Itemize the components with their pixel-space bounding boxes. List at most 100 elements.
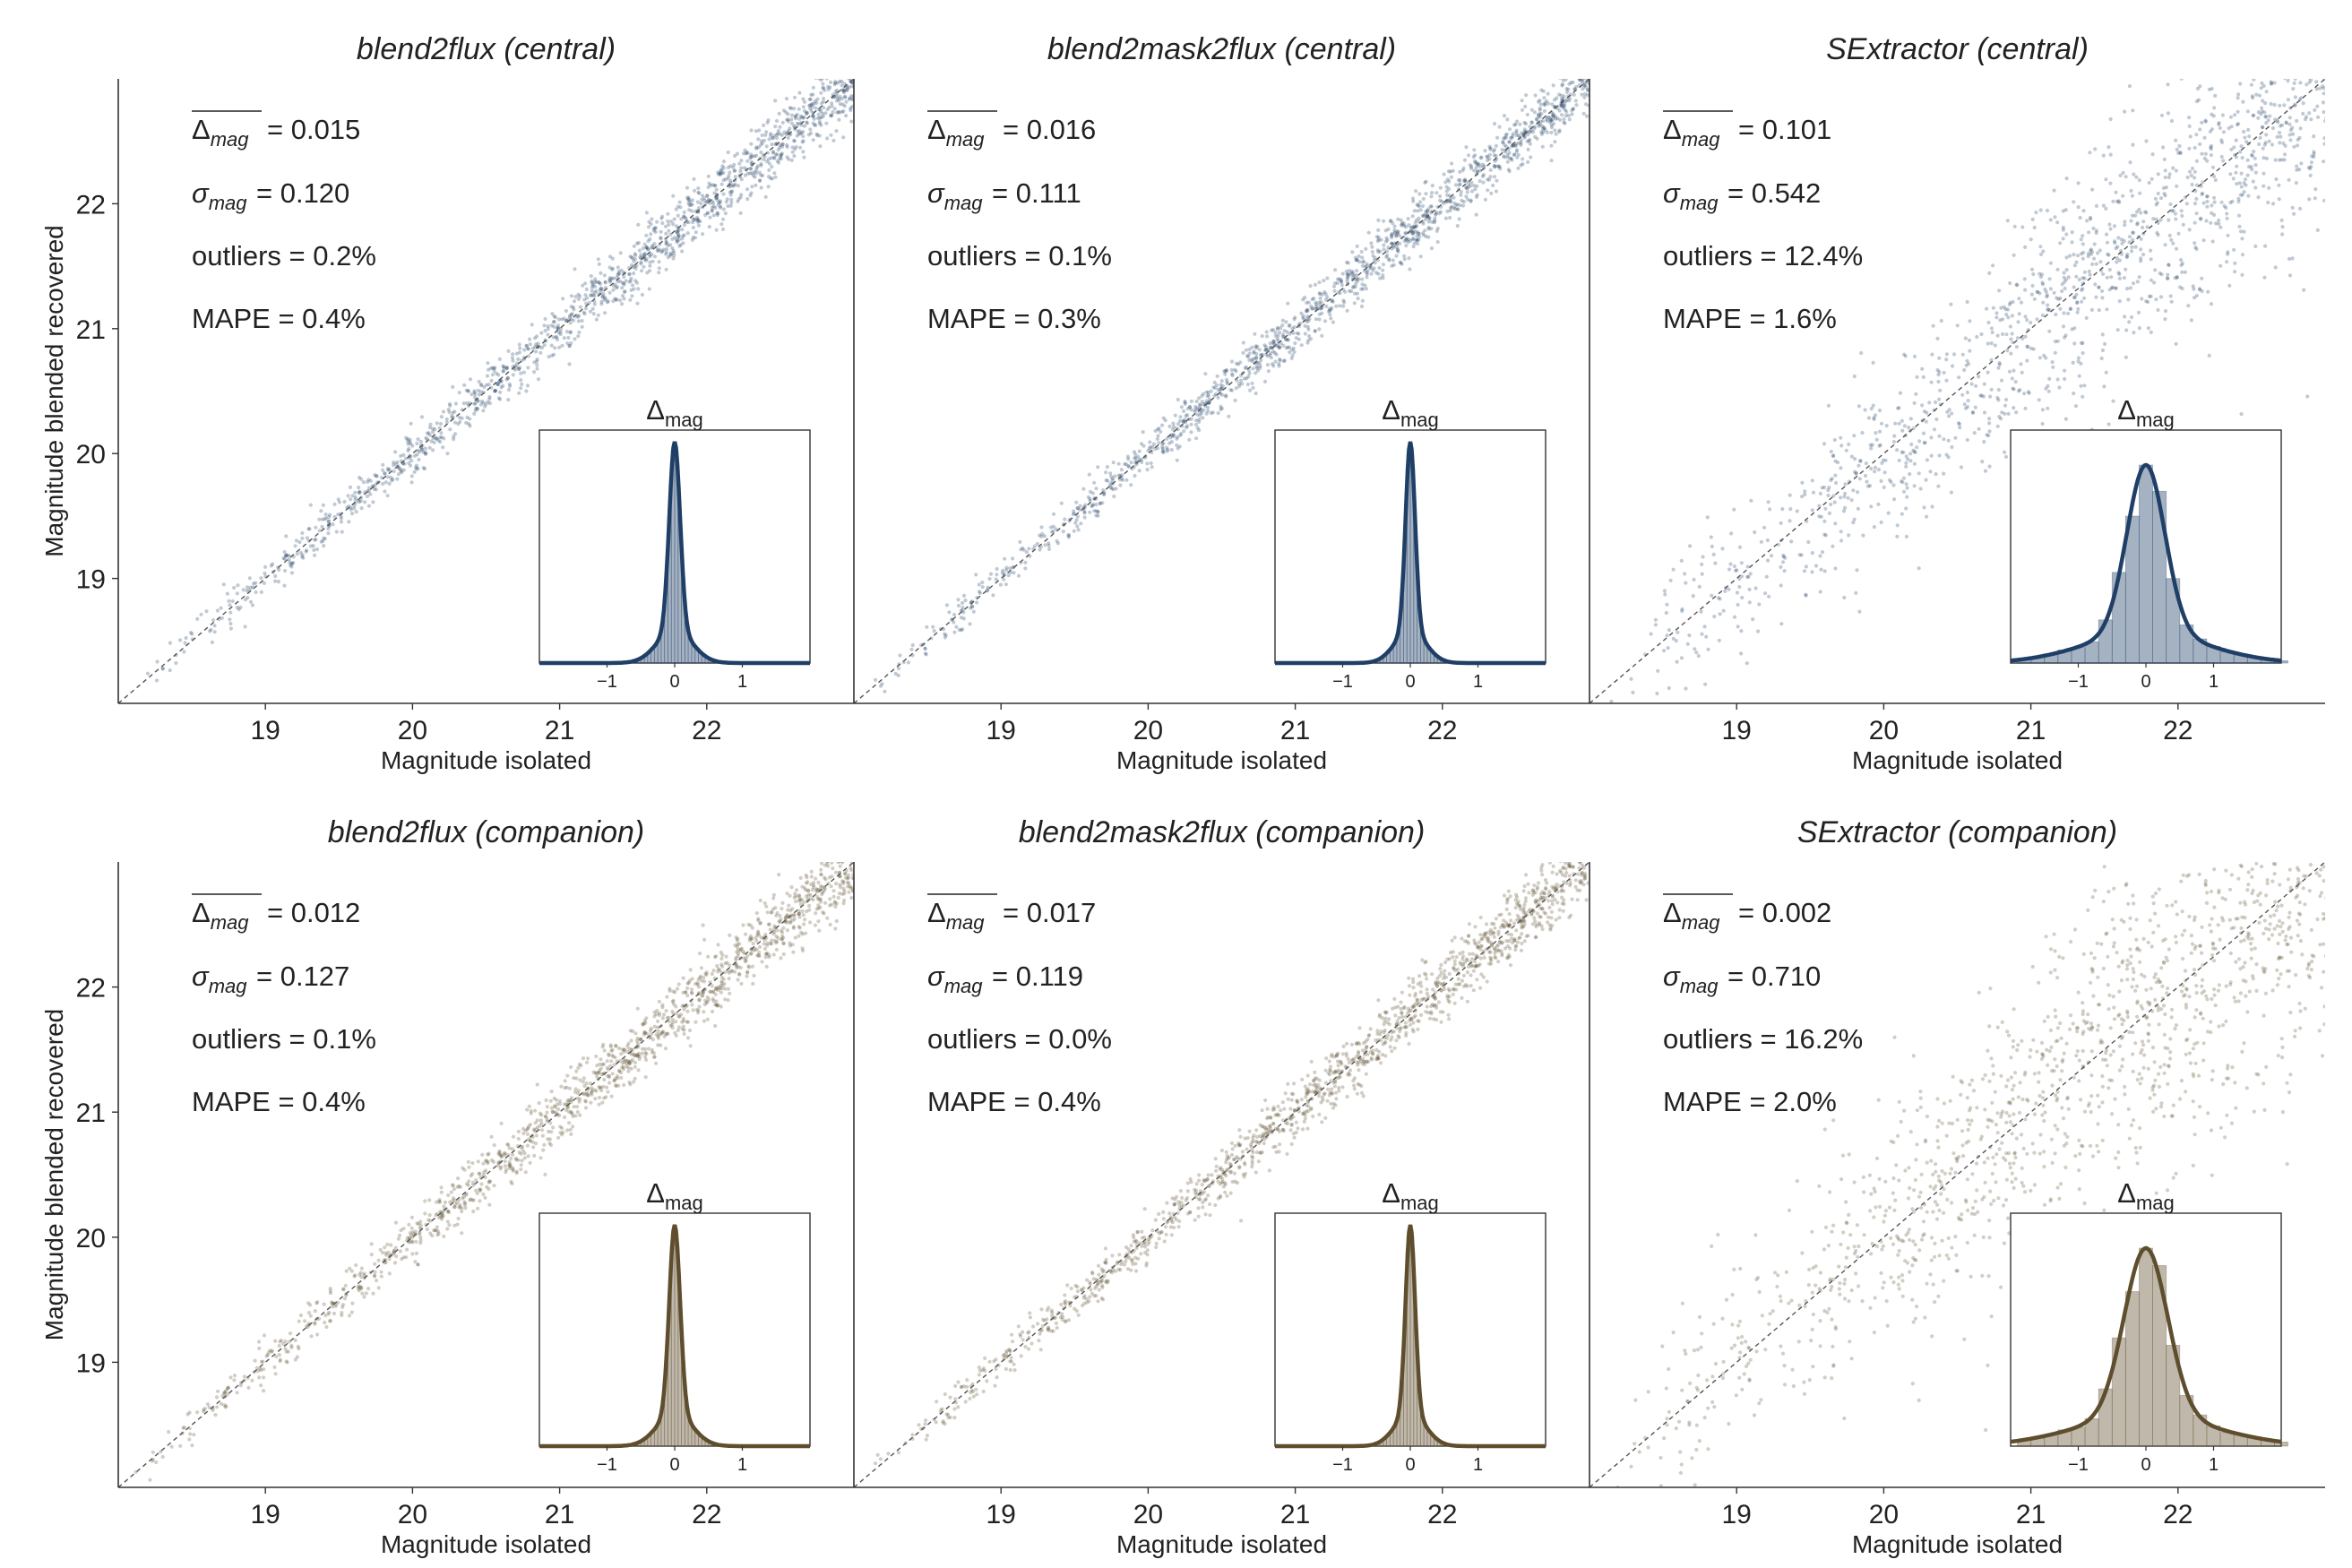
scatter-point <box>1574 103 1579 108</box>
scatter-point <box>556 323 561 328</box>
scatter-point <box>642 254 648 258</box>
scatter-point <box>2209 147 2213 151</box>
scatter-point <box>1975 334 1979 340</box>
scatter-point <box>464 1192 469 1196</box>
scatter-point <box>305 536 309 540</box>
scatter-point <box>1118 483 1123 487</box>
scatter-point <box>773 906 778 910</box>
scatter-point <box>811 114 815 119</box>
scatter-point <box>1188 404 1193 409</box>
scatter-point <box>770 165 774 169</box>
scatter-point <box>2201 191 2205 195</box>
scatter-point <box>841 88 846 92</box>
scatter-point <box>1314 317 1318 322</box>
scatter-point <box>2090 187 2095 192</box>
scatter-point <box>1896 406 1900 410</box>
scatter-point <box>618 251 623 255</box>
scatter-point <box>758 921 762 926</box>
scatter-point <box>636 222 641 227</box>
scatter-point <box>532 360 537 365</box>
scatter-point <box>488 366 494 371</box>
scatter-point <box>1997 362 2002 366</box>
scatter-point <box>847 79 851 81</box>
scatter-point <box>760 141 764 145</box>
scatter-point <box>1365 264 1369 269</box>
scatter-point <box>726 203 730 209</box>
scatter-point <box>2173 211 2177 216</box>
scatter-point <box>2199 216 2203 220</box>
scatter-point <box>327 514 332 520</box>
scatter-point <box>1509 156 1513 160</box>
scatter-point <box>1869 467 1874 471</box>
scatter-point <box>594 289 599 293</box>
scatter-point <box>2121 194 2125 198</box>
scatter-point <box>1317 280 1322 285</box>
scatter-point <box>1554 116 1558 121</box>
scatter-point <box>1416 209 1420 213</box>
scatter-point <box>1391 258 1395 263</box>
scatter-point <box>1340 283 1344 288</box>
scatter-point <box>859 850 863 854</box>
scatter-point <box>1253 332 1257 336</box>
scatter-point <box>568 330 573 334</box>
scatter-point <box>808 107 813 111</box>
scatter-point <box>819 73 823 77</box>
scatter-point <box>705 194 710 199</box>
scatter-point <box>644 246 649 250</box>
scatter-point <box>1957 422 1961 426</box>
scatter-point <box>849 866 853 870</box>
scatter-point <box>2280 225 2285 229</box>
scatter-point <box>695 982 701 986</box>
scatter-point <box>1305 307 1310 312</box>
scatter-point <box>734 963 738 968</box>
scatter-point <box>1168 435 1173 440</box>
scatter-point <box>1197 419 1202 424</box>
scatter-point <box>313 538 317 542</box>
scatter-point <box>2283 79 2287 81</box>
scatter-point <box>303 1319 307 1323</box>
scatter-point <box>2324 116 2325 120</box>
scatter-point <box>2180 213 2184 218</box>
scatter-point <box>1871 360 1875 365</box>
scatter-point <box>581 1080 585 1084</box>
scatter-point <box>2260 81 2264 85</box>
scatter-point <box>2306 165 2311 170</box>
scatter-point <box>1230 373 1235 378</box>
scatter-point <box>433 1228 437 1233</box>
scatter-point <box>1591 57 1595 61</box>
scatter-point <box>607 254 613 259</box>
scatter-point <box>2313 187 2318 192</box>
scatter-point <box>1250 381 1254 385</box>
scatter-point <box>1361 287 1366 291</box>
scatter-point <box>2029 292 2034 297</box>
scatter-point <box>2281 50 2285 54</box>
scatter-point <box>1340 280 1344 284</box>
scatter-point <box>2287 79 2291 80</box>
scatter-point <box>1183 401 1187 405</box>
scatter-point <box>1139 458 1143 462</box>
scatter-point <box>1139 442 1144 446</box>
scatter-point <box>452 420 458 425</box>
scatter-point <box>2259 40 2262 44</box>
scatter-point <box>1679 558 1684 564</box>
scatter-point <box>1156 434 1160 438</box>
scatter-point <box>716 170 720 175</box>
scatter-point <box>2154 217 2158 221</box>
scatter-point <box>415 467 419 471</box>
scatter-point <box>2275 134 2279 139</box>
scatter-point <box>2070 230 2074 235</box>
scatter-point <box>637 1056 642 1062</box>
scatter-point <box>1966 399 1970 403</box>
scatter-point <box>195 616 200 621</box>
scatter-point <box>1819 567 1823 572</box>
scatter-point <box>2133 213 2138 218</box>
inset-bar <box>2138 464 2153 664</box>
scatter-point <box>2108 152 2113 157</box>
scatter-point <box>2063 280 2067 284</box>
scatter-point <box>2070 240 2074 245</box>
scatter-point <box>383 480 388 485</box>
scatter-point <box>729 197 734 202</box>
scatter-point <box>817 134 822 138</box>
scatter-point <box>1472 168 1477 173</box>
